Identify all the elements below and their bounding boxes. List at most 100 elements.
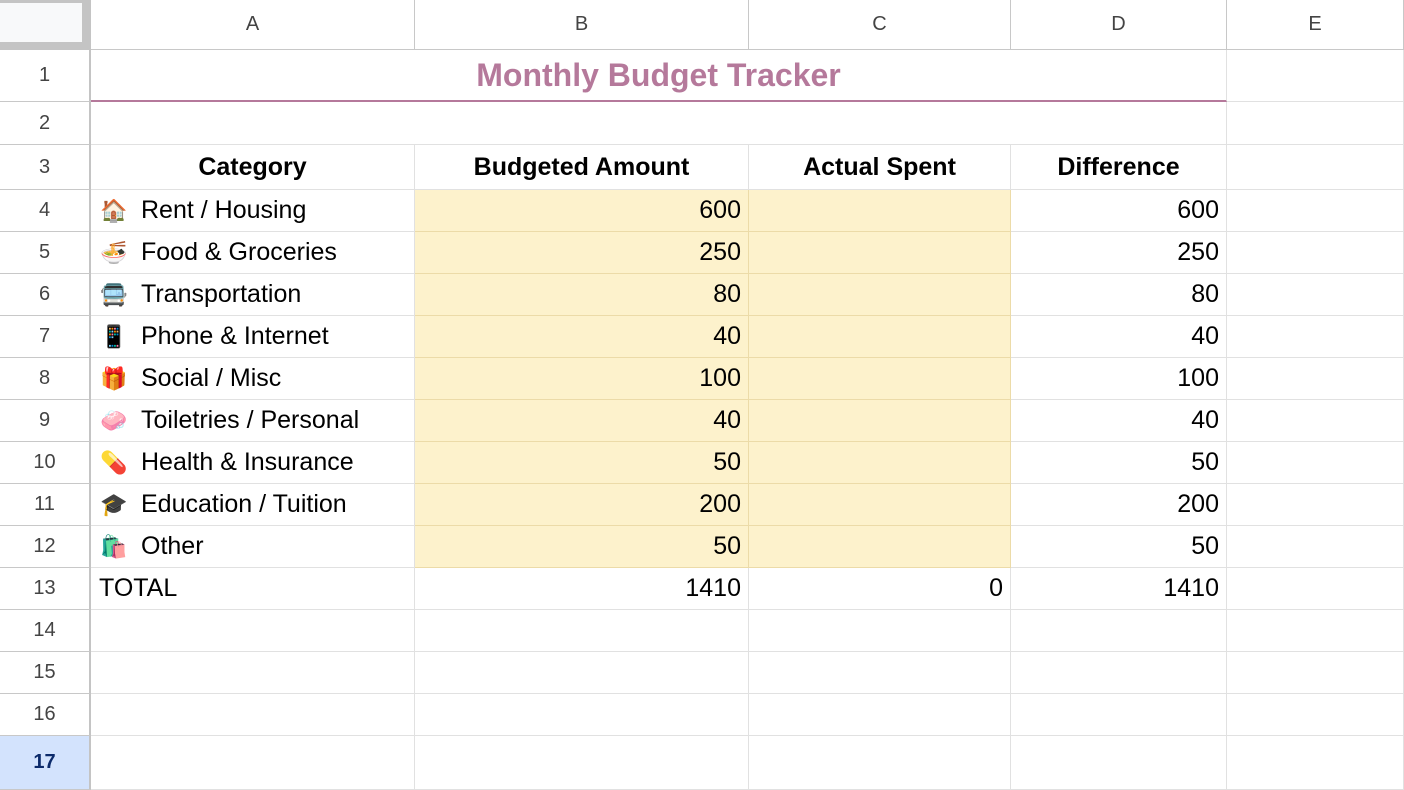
- row-header-13[interactable]: 13: [0, 568, 91, 610]
- empty-cell[interactable]: [1227, 274, 1404, 316]
- budgeted-amount-cell[interactable]: 40: [415, 400, 749, 442]
- row-header-7[interactable]: 7: [0, 316, 91, 358]
- actual-spent-cell[interactable]: [749, 442, 1011, 484]
- empty-cell[interactable]: [91, 736, 415, 790]
- empty-cell[interactable]: [1227, 358, 1404, 400]
- category-cell[interactable]: 🧼 Toiletries / Personal: [91, 400, 415, 442]
- budgeted-amount-cell[interactable]: 50: [415, 442, 749, 484]
- cell-E1[interactable]: [1227, 50, 1404, 102]
- budgeted-amount-cell[interactable]: 200: [415, 484, 749, 526]
- row-header-16[interactable]: 16: [0, 694, 91, 736]
- row-header-8[interactable]: 8: [0, 358, 91, 400]
- difference-cell[interactable]: 40: [1011, 316, 1227, 358]
- empty-cell[interactable]: [1227, 232, 1404, 274]
- budgeted-amount-cell[interactable]: 80: [415, 274, 749, 316]
- row-header-6[interactable]: 6: [0, 274, 91, 316]
- total-difference[interactable]: 1410: [1011, 568, 1227, 610]
- empty-cell[interactable]: [415, 736, 749, 790]
- empty-cell[interactable]: [415, 652, 749, 694]
- row-header-3[interactable]: 3: [0, 145, 91, 190]
- empty-cell[interactable]: [91, 610, 415, 652]
- actual-spent-cell[interactable]: [749, 316, 1011, 358]
- empty-cell[interactable]: [749, 694, 1011, 736]
- category-cell[interactable]: 🚍 Transportation: [91, 274, 415, 316]
- cell-A2[interactable]: [91, 102, 1227, 145]
- actual-spent-cell[interactable]: [749, 232, 1011, 274]
- difference-cell[interactable]: 40: [1011, 400, 1227, 442]
- empty-cell[interactable]: [1227, 694, 1404, 736]
- budgeted-amount-cell[interactable]: 250: [415, 232, 749, 274]
- column-header-a[interactable]: A: [91, 0, 415, 50]
- row-header-11[interactable]: 11: [0, 484, 91, 526]
- row-header-10[interactable]: 10: [0, 442, 91, 484]
- empty-cell[interactable]: [1011, 736, 1227, 790]
- column-header-b[interactable]: B: [415, 0, 749, 50]
- empty-cell[interactable]: [415, 694, 749, 736]
- category-cell[interactable]: 🍜 Food & Groceries: [91, 232, 415, 274]
- column-header-d[interactable]: D: [1011, 0, 1227, 50]
- category-cell[interactable]: 📱 Phone & Internet: [91, 316, 415, 358]
- category-cell[interactable]: 🛍️ Other: [91, 526, 415, 568]
- row-header-14[interactable]: 14: [0, 610, 91, 652]
- select-all-corner[interactable]: [0, 0, 91, 50]
- total-label[interactable]: TOTAL: [91, 568, 415, 610]
- budgeted-amount-cell[interactable]: 600: [415, 190, 749, 232]
- empty-cell[interactable]: [1011, 610, 1227, 652]
- empty-cell[interactable]: [749, 652, 1011, 694]
- difference-cell[interactable]: 50: [1011, 526, 1227, 568]
- difference-cell[interactable]: 50: [1011, 442, 1227, 484]
- empty-cell[interactable]: [1011, 694, 1227, 736]
- difference-cell[interactable]: 80: [1011, 274, 1227, 316]
- budgeted-amount-cell[interactable]: 50: [415, 526, 749, 568]
- actual-spent-cell[interactable]: [749, 358, 1011, 400]
- row-header-5[interactable]: 5: [0, 232, 91, 274]
- empty-cell[interactable]: [1227, 652, 1404, 694]
- actual-spent-cell[interactable]: [749, 526, 1011, 568]
- empty-cell[interactable]: [91, 652, 415, 694]
- difference-cell[interactable]: 250: [1011, 232, 1227, 274]
- empty-cell[interactable]: [1227, 736, 1404, 790]
- difference-cell[interactable]: 100: [1011, 358, 1227, 400]
- actual-spent-cell[interactable]: [749, 190, 1011, 232]
- budgeted-amount-cell[interactable]: 40: [415, 316, 749, 358]
- actual-spent-cell[interactable]: [749, 400, 1011, 442]
- cell-E3[interactable]: [1227, 145, 1404, 190]
- difference-cell[interactable]: 600: [1011, 190, 1227, 232]
- empty-cell[interactable]: [415, 610, 749, 652]
- column-header-c[interactable]: C: [749, 0, 1011, 50]
- empty-cell[interactable]: [1227, 526, 1404, 568]
- header-difference[interactable]: Difference: [1011, 145, 1227, 190]
- category-cell[interactable]: 🏠 Rent / Housing: [91, 190, 415, 232]
- empty-cell[interactable]: [749, 736, 1011, 790]
- empty-cell[interactable]: [1227, 316, 1404, 358]
- empty-cell[interactable]: [1227, 568, 1404, 610]
- row-header-12[interactable]: 12: [0, 526, 91, 568]
- empty-cell[interactable]: [1227, 442, 1404, 484]
- row-header-1[interactable]: 1: [0, 50, 91, 102]
- empty-cell[interactable]: [1227, 610, 1404, 652]
- empty-cell[interactable]: [1011, 652, 1227, 694]
- header-budgeted[interactable]: Budgeted Amount: [415, 145, 749, 190]
- cell-E2[interactable]: [1227, 102, 1404, 145]
- empty-cell[interactable]: [1227, 400, 1404, 442]
- header-category[interactable]: Category: [91, 145, 415, 190]
- empty-cell[interactable]: [749, 610, 1011, 652]
- category-cell[interactable]: 💊 Health & Insurance: [91, 442, 415, 484]
- total-budgeted[interactable]: 1410: [415, 568, 749, 610]
- row-header-4[interactable]: 4: [0, 190, 91, 232]
- column-header-e[interactable]: E: [1227, 0, 1404, 50]
- empty-cell[interactable]: [91, 694, 415, 736]
- budgeted-amount-cell[interactable]: 100: [415, 358, 749, 400]
- sheet-title[interactable]: Monthly Budget Tracker: [91, 50, 1227, 102]
- total-actual[interactable]: 0: [749, 568, 1011, 610]
- row-header-17[interactable]: 17: [0, 736, 91, 790]
- actual-spent-cell[interactable]: [749, 274, 1011, 316]
- row-header-15[interactable]: 15: [0, 652, 91, 694]
- row-header-2[interactable]: 2: [0, 102, 91, 145]
- row-header-9[interactable]: 9: [0, 400, 91, 442]
- category-cell[interactable]: 🎓 Education / Tuition: [91, 484, 415, 526]
- header-actual[interactable]: Actual Spent: [749, 145, 1011, 190]
- empty-cell[interactable]: [1227, 484, 1404, 526]
- actual-spent-cell[interactable]: [749, 484, 1011, 526]
- empty-cell[interactable]: [1227, 190, 1404, 232]
